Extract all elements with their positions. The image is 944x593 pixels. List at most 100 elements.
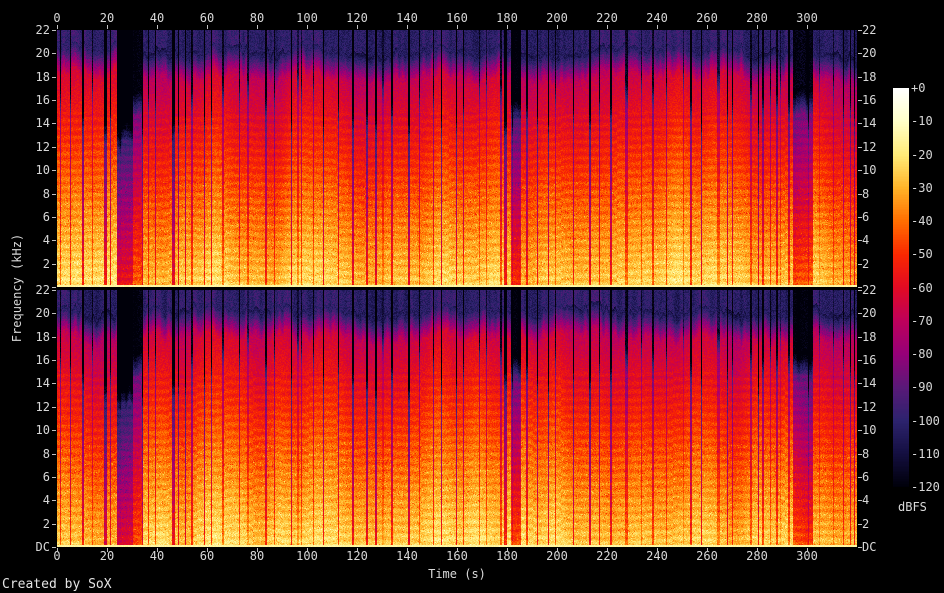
- x-tick-mark: [107, 548, 108, 552]
- x-tick-mark: [457, 25, 458, 29]
- freq-tick-mark: [858, 170, 862, 172]
- freq-tick-mark: [858, 336, 862, 338]
- x-tick-label: 0: [53, 11, 61, 25]
- freq-tick-mark: [52, 30, 56, 31]
- freq-tick-label: 18: [862, 329, 877, 344]
- x-tick-mark: [707, 25, 708, 29]
- x-tick-mark: [557, 548, 558, 552]
- x-tick-mark: [307, 548, 308, 552]
- credit-text: Created by SoX: [2, 577, 112, 592]
- x-tick-mark: [107, 25, 108, 29]
- freq-tick-label: 14: [35, 376, 50, 391]
- freq-tick-label: 2: [862, 256, 870, 271]
- x-tick-label: 40: [149, 549, 165, 563]
- x-tick-label: 100: [296, 549, 318, 563]
- x-tick-mark: [57, 548, 58, 552]
- freq-tick-label: 16: [862, 353, 877, 368]
- freq-tick-mark: [858, 406, 862, 408]
- freq-tick-label: 12: [862, 399, 877, 414]
- freq-tick-label: 4: [42, 493, 50, 508]
- freq-tick-label: 10: [35, 423, 50, 438]
- freq-tick-mark: [52, 360, 56, 362]
- x-tick-label: 300: [796, 11, 818, 25]
- freq-tick-label: DC: [35, 540, 50, 554]
- x-tick-label: 140: [396, 549, 418, 563]
- freq-tick-mark: [858, 100, 862, 102]
- x-tick-mark: [557, 25, 558, 29]
- x-tick-label: 200: [546, 549, 568, 563]
- freq-tick-mark: [52, 476, 56, 478]
- x-tick-label: 160: [446, 549, 468, 563]
- freq-tick-mark: [858, 523, 862, 525]
- x-tick-label: 180: [496, 11, 518, 25]
- freq-tick-label: 6: [862, 469, 870, 484]
- x-tick-label: 300: [796, 549, 818, 563]
- x-tick-label: 180: [496, 549, 518, 563]
- x-tick-label: 120: [346, 549, 368, 563]
- freq-tick-mark: [858, 263, 862, 265]
- freq-tick-mark: [858, 290, 862, 291]
- x-tick-label: 280: [746, 549, 768, 563]
- x-tick-label: 160: [446, 11, 468, 25]
- freq-tick-label: 8: [862, 186, 870, 201]
- freq-tick-label: 2: [42, 256, 50, 271]
- colorbar-tick-label: -10: [911, 114, 933, 129]
- x-tick-mark: [157, 548, 158, 552]
- x-tick-mark: [757, 548, 758, 552]
- freq-tick-label: 20: [862, 306, 877, 321]
- freq-tick-mark: [52, 263, 56, 265]
- x-tick-label: 120: [346, 11, 368, 25]
- x-tick-mark: [407, 25, 408, 29]
- x-tick-mark: [207, 548, 208, 552]
- x-tick-label: 260: [696, 11, 718, 25]
- freq-tick-mark: [52, 76, 56, 78]
- freq-tick-label: 18: [862, 69, 877, 84]
- x-tick-label: 100: [296, 11, 318, 25]
- freq-tick-label: 10: [35, 163, 50, 178]
- x-tick-label: 220: [596, 11, 618, 25]
- freq-tick-label: 4: [42, 233, 50, 248]
- freq-tick-mark: [52, 290, 56, 291]
- freq-tick-mark: [52, 430, 56, 432]
- freq-tick-label: 10: [862, 163, 877, 178]
- freq-tick-mark: [858, 53, 862, 55]
- x-tick-mark: [657, 25, 658, 29]
- freq-tick-mark: [52, 523, 56, 525]
- freq-tick-mark: [858, 240, 862, 242]
- freq-tick-label: 4: [862, 493, 870, 508]
- x-tick-mark: [707, 548, 708, 552]
- x-tick-label: 260: [696, 549, 718, 563]
- x-tick-label: 220: [596, 549, 618, 563]
- freq-tick-label: 14: [862, 376, 877, 391]
- x-tick-mark: [207, 25, 208, 29]
- freq-tick-mark: [52, 500, 56, 502]
- colorbar-tick-label: -110: [911, 446, 940, 461]
- colorbar-tick-label: -50: [911, 247, 933, 262]
- x-tick-mark: [757, 25, 758, 29]
- spectrogram-channel-1: [57, 30, 857, 287]
- x-tick-label: 60: [199, 549, 215, 563]
- freq-tick-mark: [858, 313, 862, 315]
- freq-tick-label: 8: [42, 186, 50, 201]
- freq-tick-mark: [858, 383, 862, 385]
- freq-tick-mark: [858, 500, 862, 502]
- freq-tick-label: 16: [35, 353, 50, 368]
- x-tick-label: 20: [99, 11, 115, 25]
- freq-tick-label: DC: [862, 540, 877, 554]
- x-tick-mark: [657, 548, 658, 552]
- x-tick-mark: [607, 25, 608, 29]
- freq-tick-mark: [858, 193, 862, 195]
- freq-tick-label: 20: [35, 46, 50, 61]
- freq-tick-mark: [858, 547, 862, 548]
- freq-tick-label: 12: [35, 139, 50, 154]
- freq-tick-label: 20: [862, 46, 877, 61]
- x-tick-mark: [157, 25, 158, 29]
- freq-tick-label: 12: [35, 399, 50, 414]
- freq-tick-label: 2: [862, 516, 870, 531]
- colorbar-tick-label: -120: [911, 480, 940, 494]
- freq-tick-label: 10: [862, 423, 877, 438]
- freq-tick-label: 20: [35, 306, 50, 321]
- freq-tick-label: 22: [862, 23, 877, 37]
- x-tick-mark: [257, 25, 258, 29]
- x-axis-title: Time (s): [428, 567, 486, 581]
